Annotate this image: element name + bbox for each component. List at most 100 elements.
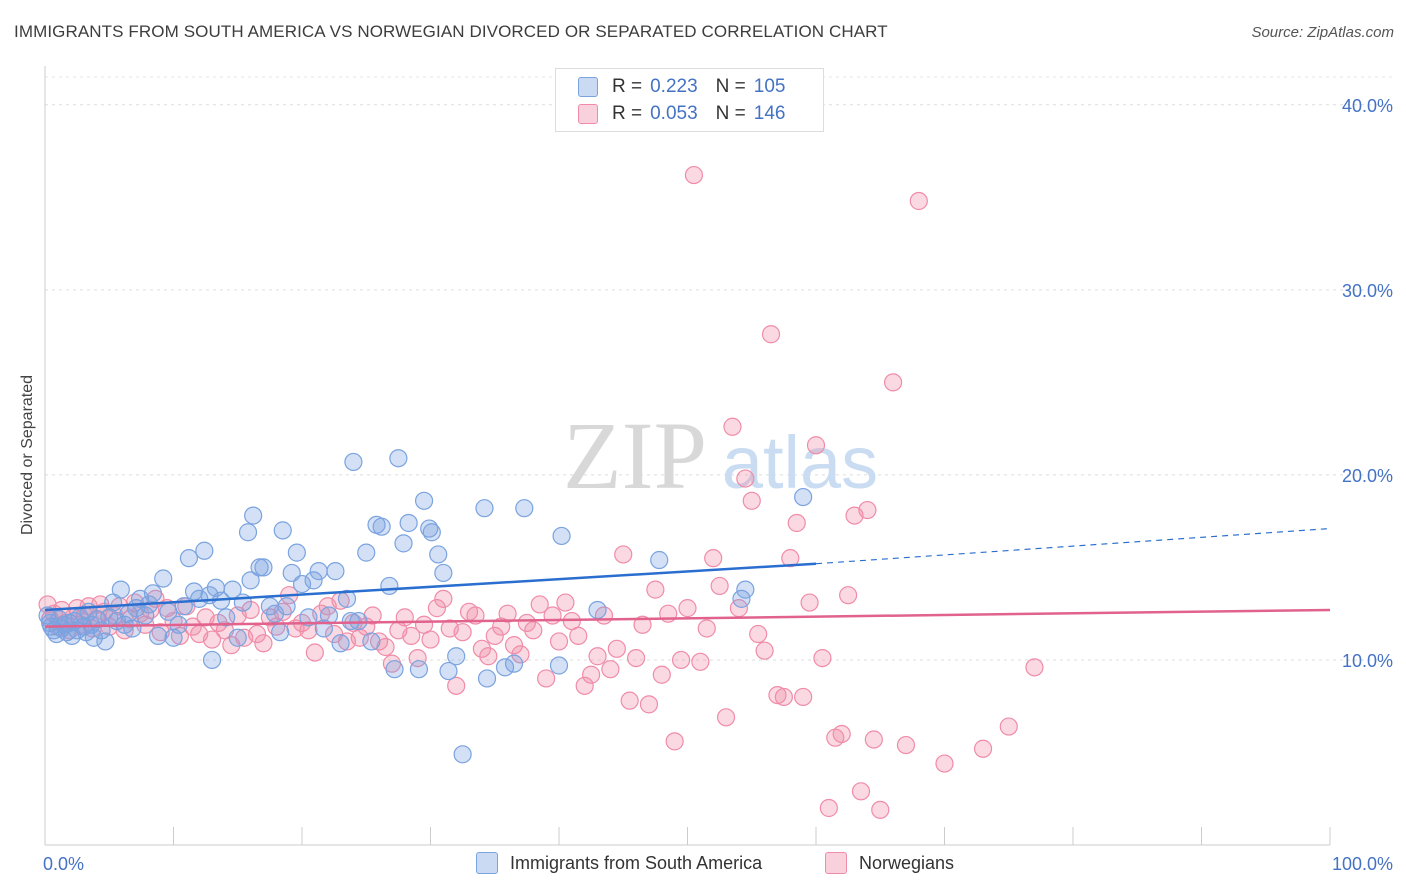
norwegians-point (806, 436, 826, 455)
norwegians-point (601, 660, 620, 679)
immigrants-point (143, 584, 163, 603)
immigrants-point (228, 628, 247, 647)
immigrants-point (385, 660, 404, 679)
norwegians-point (684, 165, 704, 185)
correlation-legend: R = 0.223 N = 105 R = 0.053 N = 146 (555, 68, 824, 132)
norwegians-point (742, 491, 761, 510)
immigrants-point (241, 571, 260, 590)
norwegians-point (813, 648, 832, 668)
norwegians-point (402, 626, 421, 645)
norwegians-point (427, 599, 447, 618)
norwegians-point (723, 417, 742, 436)
norwegians-point (883, 373, 903, 392)
norwegians-point (999, 717, 1018, 736)
y-tick-label: 30.0% (1342, 281, 1393, 301)
immigrants-point (304, 571, 323, 590)
y-tick-label: 10.0% (1342, 651, 1393, 671)
legend-row-norwegians: R = 0.053 N = 146 (578, 103, 785, 125)
immigrants-point (736, 580, 755, 599)
legend-r-label: R = (612, 76, 643, 97)
norwegians-point (851, 782, 871, 801)
legend-swatch-blue (578, 77, 598, 97)
norwegians-point (472, 639, 491, 658)
axes (44, 66, 1331, 846)
immigrants-point (190, 589, 209, 608)
immigrants-point (123, 619, 142, 638)
norwegians-point (678, 599, 697, 618)
norwegians-point (704, 549, 723, 568)
legend-n-value: 146 (753, 103, 786, 124)
legend-swatch-pink (578, 104, 598, 124)
trend-line-immigrants (44, 562, 817, 612)
norwegians-point (479, 647, 498, 666)
norwegians-point (973, 739, 993, 758)
norwegians-point (909, 191, 928, 211)
legend-item-norwegians: Norwegians (825, 852, 954, 874)
norwegians-point (697, 619, 716, 638)
watermark: ZIP atlas (563, 402, 878, 509)
norwegians-point (614, 545, 633, 564)
immigrants-point (96, 632, 115, 651)
norwegians-point (794, 687, 813, 707)
immigrants-point (84, 628, 103, 647)
tick-labels: 10.0% 20.0% 30.0% 40.0% 0.0% 100.0% (43, 96, 1393, 874)
immigrants-point (202, 650, 222, 670)
norwegians-point (453, 623, 472, 642)
chart-title: IMMIGRANTS FROM SOUTH AMERICA VS NORWEGI… (14, 22, 888, 41)
immigrants-point (362, 632, 381, 651)
immigrants-point (394, 534, 413, 553)
norwegians-point (549, 632, 569, 651)
immigrants-point (250, 558, 269, 577)
norwegians-point (896, 735, 916, 755)
legend-n-label: N = (715, 103, 746, 124)
immigrants-point (88, 610, 107, 629)
norwegians-point (755, 641, 774, 660)
immigrants-point (429, 545, 448, 564)
immigrants-point (217, 608, 236, 627)
immigrants-point (794, 487, 813, 507)
norwegians-point (626, 648, 646, 668)
immigrants-point (337, 589, 357, 608)
norwegians-point (421, 630, 440, 649)
norwegians-point (800, 593, 819, 612)
norwegians-point (749, 624, 768, 644)
norwegians-point (202, 630, 222, 649)
norwegians-point (530, 595, 549, 614)
norwegians-point (787, 513, 806, 533)
watermark-zip: ZIP (563, 402, 707, 509)
immigrants-point (349, 611, 368, 631)
norwegians-point (768, 686, 787, 705)
immigrants-point (447, 647, 466, 666)
legend-swatch-blue (476, 852, 498, 874)
norwegians-point (639, 695, 659, 714)
immigrants-point (309, 562, 328, 581)
legend-swatch-pink (825, 852, 847, 874)
immigrants-point (154, 569, 173, 588)
norwegians-point (691, 652, 710, 671)
immigrants-point (357, 543, 376, 562)
norwegians-point (607, 639, 626, 658)
y-tick-label: 40.0% (1342, 96, 1393, 116)
immigrants-point (422, 523, 441, 542)
norwegians-point (183, 617, 202, 636)
norwegians-point (671, 650, 691, 670)
norwegians-point (839, 586, 858, 605)
norwegians-point (652, 665, 671, 684)
immigrants-point (111, 580, 130, 599)
norwegians-point (543, 606, 562, 625)
norwegians-point (485, 626, 504, 645)
legend-r-value: 0.053 (650, 103, 698, 124)
immigrants-point (475, 499, 494, 518)
norwegians-point (761, 325, 781, 344)
norwegians-point (575, 676, 594, 695)
legend-row-immigrants: R = 0.223 N = 105 (578, 76, 785, 98)
immigrants-point (372, 517, 391, 536)
norwegians-point (588, 647, 607, 666)
immigrants-point (271, 623, 290, 642)
norwegians-point (646, 580, 665, 599)
norwegians-point (447, 676, 466, 695)
x-tick-label: 100.0% (1332, 854, 1393, 874)
immigrants-point (238, 523, 258, 542)
series-legend: Immigrants from South America Norwegians (0, 852, 1406, 878)
